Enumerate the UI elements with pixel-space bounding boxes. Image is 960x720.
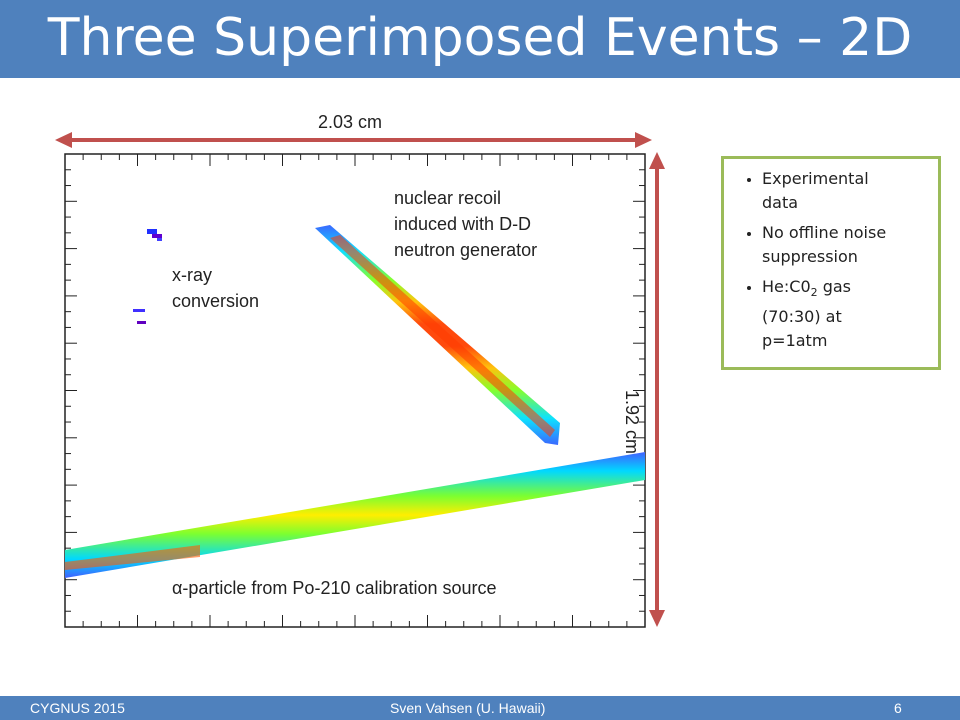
height-dimension-arrow	[649, 152, 665, 627]
note-text: gas	[817, 277, 852, 296]
note-text: He:C0	[762, 277, 811, 296]
footer-author: Sven Vahsen (U. Hawaii)	[390, 700, 546, 716]
xray-hits	[133, 229, 162, 324]
alpha-track	[65, 452, 645, 578]
recoil-label-line3: neutron generator	[394, 240, 538, 260]
xray-label-line2: conversion	[172, 291, 260, 311]
slide-title: Three Superimposed Events – 2D	[47, 8, 913, 68]
xray-label-line1: x-ray	[172, 265, 212, 285]
note-item: No offline noise suppression	[762, 221, 938, 269]
width-dimension-arrow	[55, 132, 652, 148]
note-text: data	[762, 193, 799, 212]
note-subscript: 2	[810, 286, 818, 300]
recoil-label: nuclear recoil induced with D-D neutron …	[394, 185, 537, 263]
notes-box: Experimental data No offline noise suppr…	[721, 156, 941, 370]
note-item: He:C02 gas (70:30) at p=1atm	[762, 275, 938, 353]
recoil-track	[315, 225, 560, 445]
xray-label: x-ray conversion	[172, 262, 259, 314]
note-text: No offline noise	[762, 223, 887, 242]
note-text: suppression	[762, 247, 858, 266]
page-number: 6	[894, 700, 902, 716]
recoil-label-line2: induced with D-D	[394, 214, 532, 234]
footer-bar	[0, 696, 960, 720]
note-text: Experimental	[762, 169, 869, 188]
note-text: p=1atm	[762, 331, 828, 351]
footer-conference: CYGNUS 2015	[30, 700, 125, 716]
width-label: 2.03 cm	[318, 112, 383, 132]
note-text: (70:30) at	[762, 307, 842, 327]
height-label: 1.92 cm	[622, 390, 642, 455]
title-bar	[0, 0, 960, 78]
note-item: Experimental data	[762, 167, 938, 215]
event-display	[55, 132, 665, 628]
recoil-label-line1: nuclear recoil	[394, 188, 502, 208]
axis-ticks	[64, 153, 646, 628]
alpha-label: α-particle from Po-210 calibration sourc…	[172, 578, 497, 598]
